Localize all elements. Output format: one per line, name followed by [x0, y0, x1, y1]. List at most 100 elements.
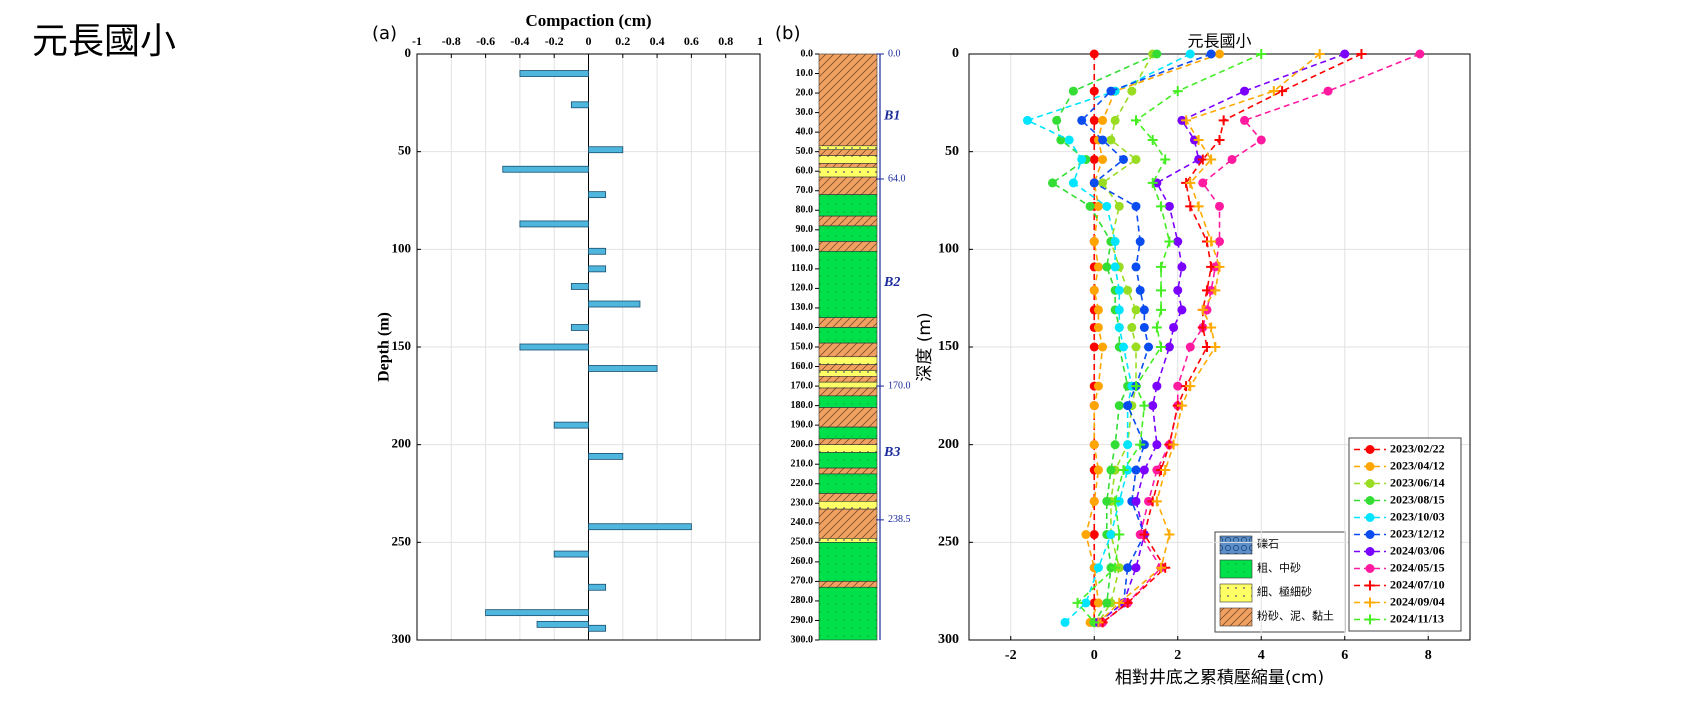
unit-label: B3: [883, 445, 900, 460]
bar: [570, 324, 589, 331]
y-tick-label: 110.0: [791, 263, 813, 274]
marker: [1152, 440, 1162, 450]
marker: [1147, 177, 1158, 188]
y-tick-label: 0: [405, 45, 412, 60]
marker: [1068, 86, 1078, 96]
marker: [1110, 496, 1121, 507]
marker: [1114, 305, 1124, 315]
marker: [1151, 322, 1162, 333]
x-tick-label: 6: [1341, 648, 1348, 663]
y-axis-title: 深度 (m): [915, 312, 935, 381]
marker: [1152, 381, 1162, 391]
marker: [1089, 617, 1100, 628]
y-tick-label: 50: [945, 144, 959, 159]
marker: [1164, 342, 1174, 352]
marker: [1106, 135, 1116, 145]
marker: [1135, 285, 1145, 295]
marker: [1197, 322, 1208, 333]
legend-label: 2024/07/10: [1390, 577, 1445, 591]
y-tick-label: 120.0: [791, 283, 814, 294]
marker: [1089, 115, 1099, 125]
marker: [1098, 135, 1108, 145]
marker: [1415, 49, 1425, 59]
y-tick-label: 150: [938, 339, 959, 354]
legend-marker: [1365, 462, 1375, 471]
bar: [519, 343, 589, 351]
y-tick-label: 30.0: [796, 107, 814, 118]
y-tick-label: 150.0: [791, 341, 814, 352]
marker: [1185, 49, 1195, 59]
marker: [1139, 529, 1150, 540]
legend-swatch: [1219, 583, 1253, 603]
lithology-layer: [818, 215, 878, 227]
series-line: [1025, 53, 1191, 624]
y-tick-label: 100.0: [791, 244, 814, 255]
y-tick-label: 200.0: [791, 439, 814, 450]
lithology-layer: [818, 375, 878, 383]
marker: [1323, 86, 1333, 96]
marker: [1022, 115, 1032, 125]
marker: [1127, 86, 1137, 96]
marker: [1197, 304, 1208, 315]
marker: [1185, 177, 1196, 188]
lithology-layer: [818, 225, 878, 242]
marker: [1127, 322, 1137, 332]
marker: [1240, 115, 1250, 125]
marker: [1215, 201, 1224, 211]
marker: [1122, 597, 1133, 608]
x-tick-label: -0.6: [476, 34, 495, 48]
lithology-layer: [818, 149, 878, 156]
lithology-layer: [818, 387, 878, 397]
x-axis-title: 相對井底之累積壓縮量(cm): [1115, 668, 1324, 688]
y-tick-label: 80.0: [796, 205, 814, 216]
legend-label: 2024/09/04: [1390, 594, 1445, 608]
marker: [1135, 237, 1145, 247]
marker: [1172, 86, 1183, 97]
series-line: [1097, 53, 1321, 624]
chart-title: 元長國小: [1187, 32, 1251, 51]
marker: [1114, 201, 1124, 211]
marker: [1201, 285, 1212, 296]
marker: [1093, 262, 1103, 272]
legend-entry: 2023/02/22: [1354, 441, 1445, 455]
legend-entry: 2024/07/10: [1354, 577, 1445, 591]
legend-marker: [1365, 479, 1375, 488]
y-tick-label: 250: [938, 535, 959, 550]
marker: [1215, 49, 1224, 59]
marker: [1093, 598, 1103, 608]
y-tick-label: 210.0: [791, 458, 814, 469]
legend-label: 2024/05/15: [1390, 560, 1445, 574]
lithology-layer: [818, 155, 878, 164]
marker: [1160, 154, 1171, 165]
marker: [1256, 135, 1266, 145]
marker: [1156, 562, 1167, 573]
marker: [1114, 529, 1125, 540]
marker: [1356, 49, 1367, 59]
bar: [570, 101, 589, 109]
marker: [1118, 465, 1129, 476]
unit-label: B1: [883, 109, 900, 124]
y-tick-label: 300: [938, 632, 959, 647]
y-tick-label: 250.0: [791, 537, 814, 548]
legend-label: 粗、中砂: [1257, 562, 1301, 575]
y-tick-label: 150: [392, 338, 412, 353]
marker: [1156, 261, 1167, 272]
x-tick-label: -2: [1005, 648, 1017, 663]
y-tick-label: 290.0: [791, 615, 814, 626]
lithology-layer: [818, 194, 878, 217]
marker: [1210, 342, 1221, 352]
lithology-layer: [818, 381, 878, 389]
series-line: [1085, 53, 1220, 623]
unit-label: B2: [883, 275, 900, 290]
y-tick-label: 70.0: [796, 185, 814, 196]
marker: [1268, 86, 1279, 97]
y-tick-label: 260.0: [791, 556, 814, 567]
marker: [1131, 563, 1141, 573]
legend-label: 2023/02/22: [1390, 441, 1445, 455]
y-tick-label: 300.0: [791, 634, 814, 645]
marker: [1102, 201, 1112, 211]
marker: [1201, 342, 1212, 352]
lithology-layer: [818, 407, 878, 428]
marker: [1118, 154, 1128, 164]
legend-entry: 2023/10/03: [1354, 509, 1445, 523]
